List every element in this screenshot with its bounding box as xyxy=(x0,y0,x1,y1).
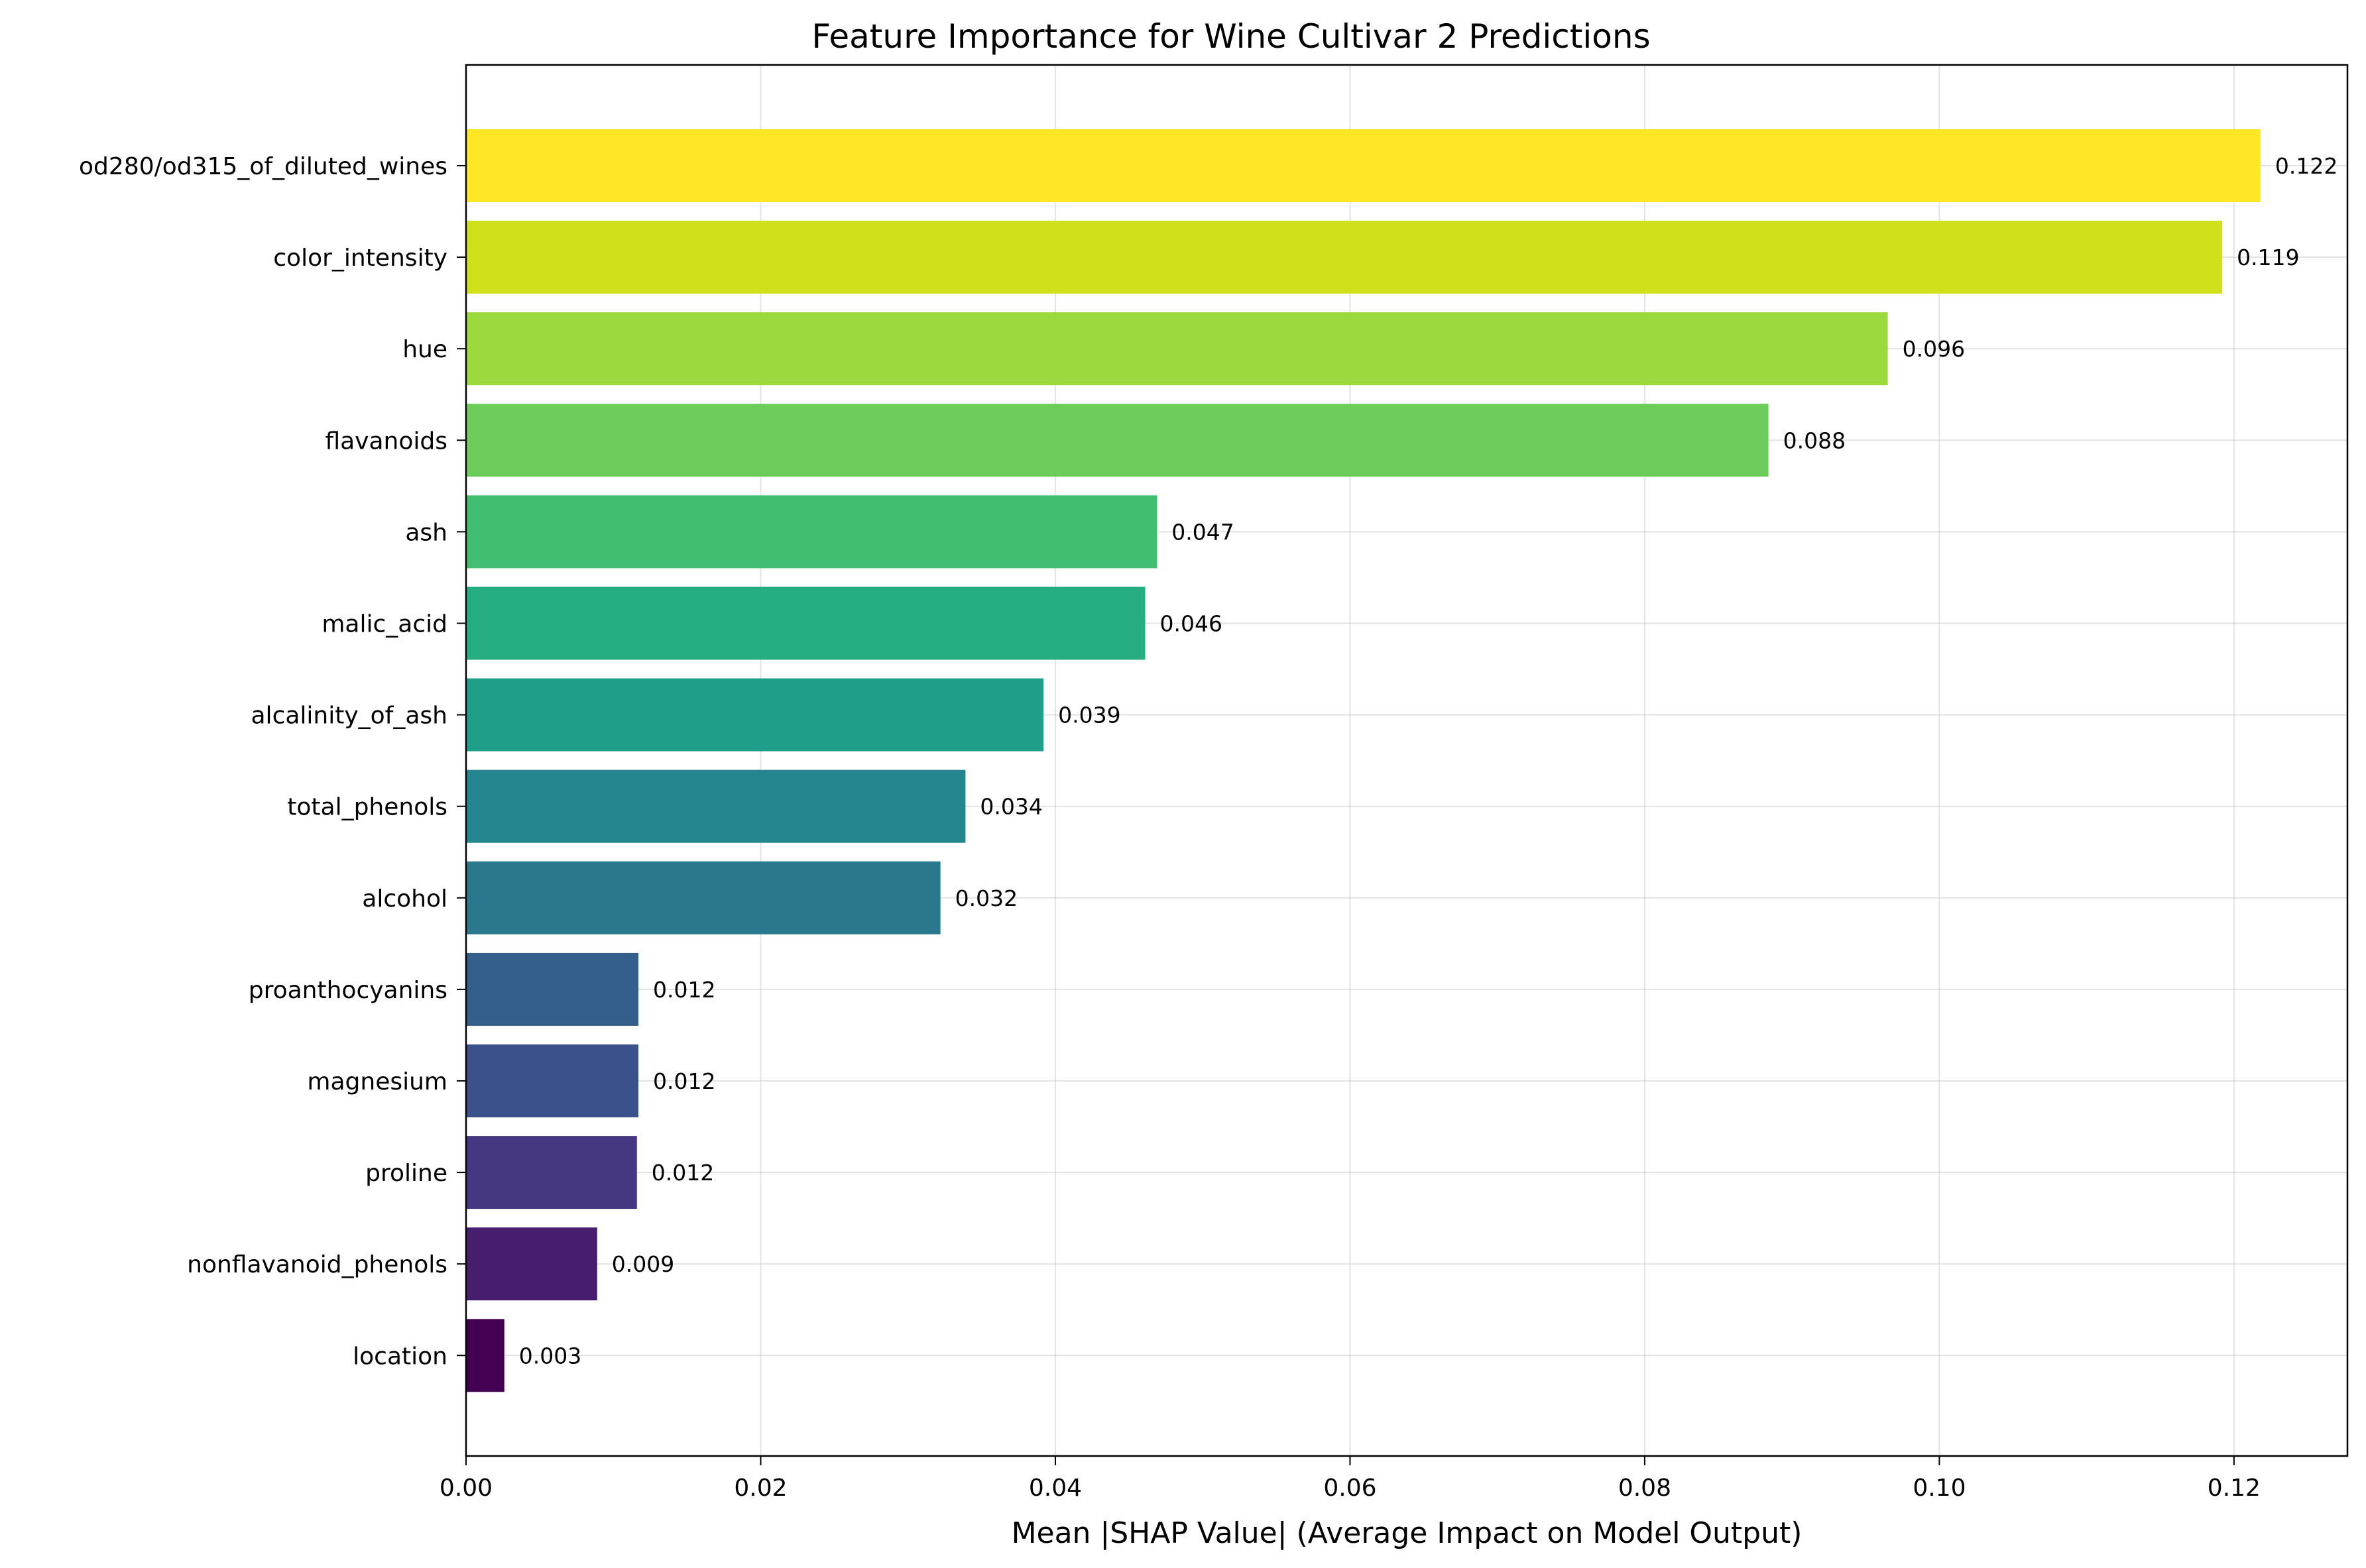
bar-flavanoids xyxy=(466,404,1769,477)
x-tick-label: 0.10 xyxy=(1913,1475,1966,1502)
bar-value-label: 0.088 xyxy=(1783,427,1846,453)
bar-value-label: 0.009 xyxy=(612,1251,674,1277)
x-tick-label: 0.04 xyxy=(1029,1475,1082,1502)
bar-malic-acid xyxy=(466,587,1146,660)
x-axis-label: Mean |SHAP Value| (Average Impact on Mod… xyxy=(1012,1516,1803,1550)
bar-value-label: 0.096 xyxy=(1903,336,1965,362)
bar-value-label: 0.039 xyxy=(1058,702,1120,728)
y-tick-label: proanthocyanins xyxy=(249,977,447,1004)
y-tick-label: ash xyxy=(405,519,447,546)
x-tick-label: 0.02 xyxy=(734,1475,787,1502)
bar-value-label: 0.122 xyxy=(2275,153,2337,179)
bar-nonflavanoid-phenols xyxy=(466,1227,597,1301)
x-axis-ticks: 0.00 0.02 0.04 0.06 0.08 0.10 0.12 xyxy=(440,1456,2261,1502)
y-tick-label: hue xyxy=(402,336,447,363)
y-tick-label: total_phenols xyxy=(287,794,447,821)
bar-value-label: 0.046 xyxy=(1160,611,1222,637)
x-tick-label: 0.12 xyxy=(2208,1475,2261,1502)
bar-value-label: 0.034 xyxy=(980,794,1042,820)
bar-value-label: 0.012 xyxy=(653,977,715,1003)
y-tick-label: magnesium xyxy=(307,1068,447,1095)
x-tick-label: 0.00 xyxy=(440,1475,493,1502)
bar-alcohol xyxy=(466,861,941,934)
y-tick-label: malic_acid xyxy=(322,611,447,638)
bar-alcalinity-of-ash xyxy=(466,678,1044,752)
y-tick-label: alcalinity_of_ash xyxy=(251,702,448,730)
bar-hue xyxy=(466,312,1888,386)
chart-title: Feature Importance for Wine Cultivar 2 P… xyxy=(811,17,1650,56)
bar-proline xyxy=(466,1136,637,1209)
y-tick-label: flavanoids xyxy=(325,427,447,455)
bar-value-label: 0.003 xyxy=(519,1343,581,1369)
plot-frame xyxy=(465,64,2349,1457)
bar-value-label: 0.119 xyxy=(2237,245,2299,270)
y-axis-ticks: od280/od315_of_diluted_wines color_intens… xyxy=(79,153,466,1370)
bar-total-phenols xyxy=(466,769,966,843)
x-tick-label: 0.08 xyxy=(1618,1475,1671,1502)
y-tick-label: od280/od315_of_diluted_wines xyxy=(79,153,447,180)
bar-ash xyxy=(466,495,1157,569)
y-tick-label: nonflavanoid_phenols xyxy=(187,1251,447,1278)
bar-od280-od315-of-diluted-wines xyxy=(466,129,2261,202)
bar-value-label: 0.012 xyxy=(652,1160,714,1186)
bar-proanthocyanins xyxy=(466,952,639,1026)
y-tick-label: alcohol xyxy=(362,885,447,913)
y-tick-label: proline xyxy=(365,1160,447,1187)
x-tick-label: 0.06 xyxy=(1323,1475,1376,1502)
bars xyxy=(466,129,2261,1392)
bar-value-labels: 0.122 0.119 0.096 0.088 0.047 0.046 0.039 0.034… xyxy=(519,153,2338,1369)
bar-color-intensity xyxy=(466,221,2223,294)
y-tick-label: location xyxy=(353,1343,447,1370)
bar-value-label: 0.012 xyxy=(653,1068,715,1094)
bar-location xyxy=(466,1319,504,1392)
bar-magnesium xyxy=(466,1044,639,1117)
bar-value-label: 0.032 xyxy=(955,885,1018,911)
bar-value-label: 0.047 xyxy=(1171,519,1234,545)
y-tick-label: color_intensity xyxy=(273,245,447,272)
